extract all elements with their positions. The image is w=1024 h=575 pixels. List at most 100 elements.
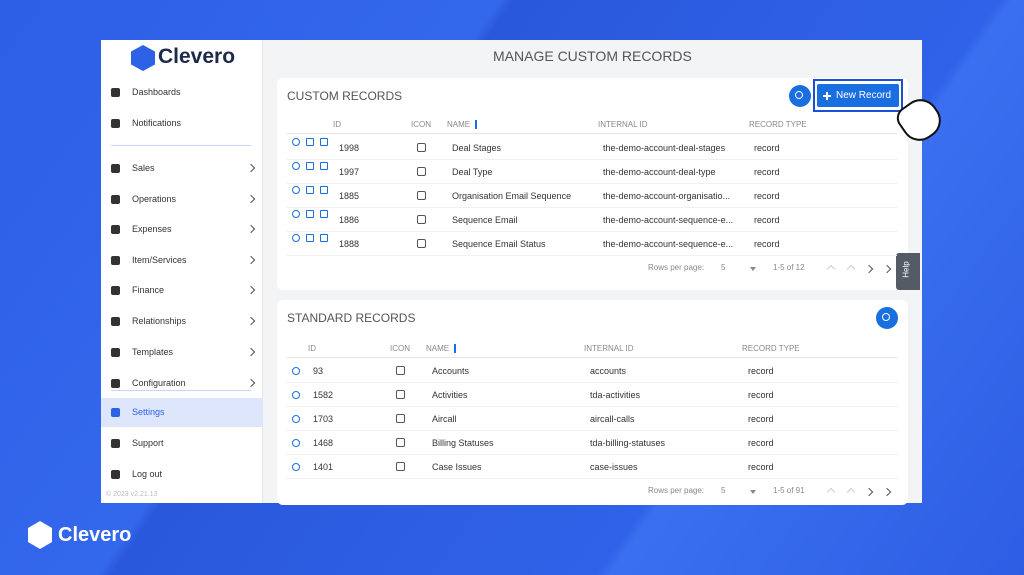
search-icon: [795, 91, 803, 99]
menu-item[interactable]: Relationships: [132, 316, 187, 326]
cell: the-demo-account-sequence-e...: [603, 239, 734, 249]
row-action[interactable]: [320, 138, 328, 146]
cell: Deal Type: [452, 167, 493, 177]
row-action[interactable]: [292, 186, 300, 194]
row-action[interactable]: [306, 138, 314, 146]
menu-item[interactable]: Expenses: [132, 224, 172, 234]
menu-item[interactable]: Configuration: [132, 378, 186, 388]
plus-v: [826, 92, 828, 100]
cell: record: [754, 239, 780, 249]
row-action[interactable]: [292, 210, 300, 218]
record-icon: [396, 366, 405, 375]
cell: record: [754, 167, 780, 177]
row-action[interactable]: [292, 138, 300, 146]
record-icon: [396, 438, 405, 447]
menu-icon: [111, 439, 120, 448]
menu-item[interactable]: Log out: [132, 469, 163, 479]
card: [277, 300, 908, 505]
cell: the-demo-account-organisatio...: [603, 191, 731, 201]
version: © 2023 v2.21.13: [106, 491, 158, 498]
record-icon: [417, 215, 426, 224]
sort-arrow: [454, 344, 456, 353]
record-icon: [396, 462, 405, 471]
column-header: ID: [333, 120, 341, 129]
column-header: ICON: [390, 344, 410, 353]
menu-icon: [111, 408, 120, 417]
row-action[interactable]: [320, 210, 328, 218]
row-action[interactable]: [292, 439, 300, 447]
menu-item[interactable]: Sales: [132, 163, 155, 173]
cell: tda-activities: [590, 390, 641, 400]
column-header: RECORD TYPE: [742, 344, 800, 353]
row-action[interactable]: [320, 186, 328, 194]
row-line: [287, 430, 897, 431]
cell: record: [748, 438, 774, 448]
help-label[interactable]: Help: [901, 261, 911, 278]
row-line: [287, 478, 897, 479]
rows-per-page-select[interactable]: 5: [721, 486, 726, 495]
column-header: ID: [308, 344, 316, 353]
settings-highlight: [101, 398, 263, 427]
row-action[interactable]: [292, 463, 300, 471]
menu-item[interactable]: Templates: [132, 347, 174, 357]
row-action[interactable]: [306, 162, 314, 170]
record-icon: [417, 239, 426, 248]
row-action[interactable]: [292, 367, 300, 375]
menu-icon: [111, 164, 120, 173]
cell: Accounts: [432, 366, 470, 376]
sort-arrow: [475, 120, 477, 129]
cell: 1885: [339, 191, 360, 201]
menu-icon: [111, 317, 120, 326]
menu-item[interactable]: Operations: [132, 194, 177, 204]
record-icon: [396, 414, 405, 423]
search-icon: [882, 313, 890, 321]
sidebar: [101, 40, 263, 503]
row-line: [287, 454, 897, 455]
cell: 1468: [313, 438, 334, 448]
record-icon: [417, 167, 426, 176]
divider: [111, 390, 251, 391]
row-action[interactable]: [292, 415, 300, 423]
cell: record: [754, 143, 780, 153]
menu-item[interactable]: Item/Services: [132, 255, 187, 265]
column-header: NAME: [447, 120, 471, 129]
new-record-label[interactable]: New Record: [836, 90, 892, 101]
cell: 1582: [313, 390, 334, 400]
page-range: 1-5 of 12: [773, 263, 805, 272]
menu-icon: [111, 379, 120, 388]
menu-item[interactable]: Dashboards: [132, 87, 181, 97]
row-action[interactable]: [306, 186, 314, 194]
cell: the-demo-account-deal-type: [603, 167, 716, 177]
column-header: NAME: [426, 344, 450, 353]
menu-item[interactable]: Notifications: [132, 118, 182, 128]
cell: Aircall: [432, 414, 457, 424]
cell: Deal Stages: [452, 143, 502, 153]
column-header: INTERNAL ID: [584, 344, 634, 353]
cell: record: [754, 215, 780, 225]
menu-item[interactable]: Settings: [132, 407, 165, 417]
row-action[interactable]: [292, 391, 300, 399]
page-range: 1-5 of 91: [773, 486, 805, 495]
row-action[interactable]: [306, 234, 314, 242]
row-action[interactable]: [320, 234, 328, 242]
new-record-button[interactable]: [817, 84, 899, 107]
menu-item[interactable]: Finance: [132, 285, 165, 295]
row-action[interactable]: [292, 162, 300, 170]
cell: record: [754, 191, 780, 201]
row-line: [287, 406, 897, 407]
rows-per-page-label: Rows per page:: [648, 486, 705, 495]
cell: Sequence Email: [452, 215, 518, 225]
brand: Clevero: [158, 45, 236, 68]
row-action[interactable]: [320, 162, 328, 170]
menu-icon: [111, 195, 120, 204]
menu-item[interactable]: Support: [132, 438, 164, 448]
cell: 1886: [339, 215, 360, 225]
row-line: [287, 231, 897, 232]
rows-per-page-select[interactable]: 5: [721, 263, 726, 272]
row-action[interactable]: [306, 210, 314, 218]
menu-icon: [111, 256, 120, 265]
help-tab[interactable]: [896, 253, 920, 290]
row-action[interactable]: [292, 234, 300, 242]
card: [277, 78, 908, 290]
